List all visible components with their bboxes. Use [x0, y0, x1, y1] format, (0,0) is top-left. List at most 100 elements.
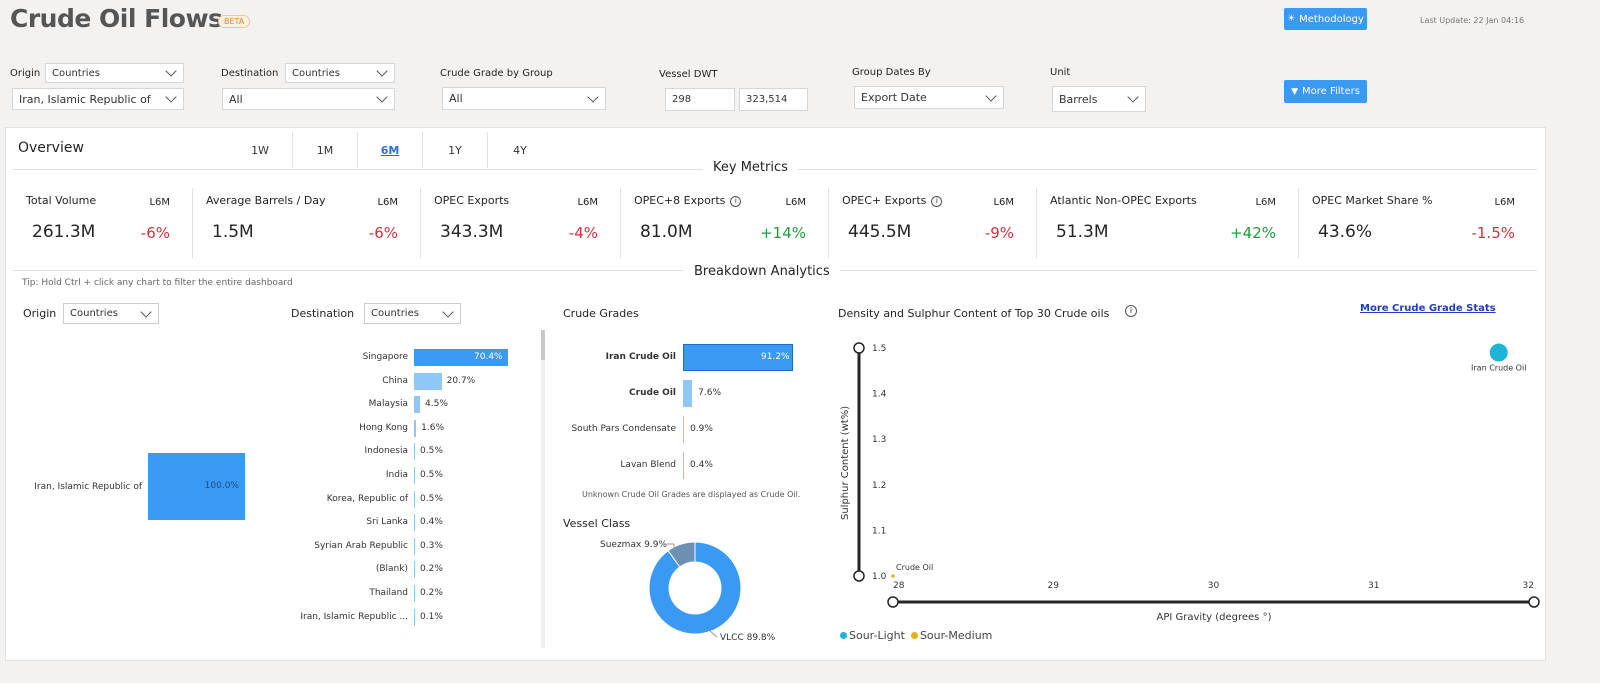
destination-bar-label: India [385, 470, 408, 480]
crude-grade-label: Lavan Blend [620, 460, 676, 470]
group-dates-dropdown[interactable]: Export Date [854, 86, 1004, 109]
donut-label-vlcc: VLCC 89.8% [720, 633, 776, 643]
scatter-point-label: Crude Oil [896, 563, 933, 572]
destination-bar-label: Malaysia [368, 399, 408, 410]
metric-change: -6% [140, 224, 170, 242]
destination-bar-value: 0.2% [420, 564, 443, 575]
more-filters-button[interactable]: ▼ More Filters [1284, 80, 1367, 103]
tab-1y[interactable]: 1Y [448, 143, 462, 157]
metric-divider [828, 188, 829, 258]
destination-bar-label: China [382, 375, 408, 386]
destination-bar[interactable] [414, 419, 417, 437]
chevron-down-icon [376, 65, 388, 77]
metric-name: Total Volume [26, 194, 97, 207]
destination-type-dropdown[interactable]: Countries [285, 63, 395, 83]
donut-slice-vlcc[interactable] [648, 541, 742, 635]
destination-bar[interactable] [414, 443, 415, 461]
scrollbar-track[interactable] [541, 330, 545, 648]
destination-bar[interactable] [414, 585, 415, 602]
destination-bar[interactable] [414, 608, 415, 626]
destination-bar[interactable] [414, 467, 415, 484]
origin-bar[interactable]: 100.0% [148, 453, 245, 520]
metric-value: 51.3M [1056, 222, 1109, 242]
crude-grade-bar[interactable] [683, 344, 793, 371]
metric-period: L6M [577, 197, 598, 208]
tab-4y[interactable]: 4Y [513, 143, 527, 157]
metric-divider [620, 188, 621, 258]
x-slider-handle-left[interactable] [887, 596, 899, 608]
metric-card: Average Barrels / Day L6M 1.5M -6% [192, 186, 420, 256]
scatter-legend: Sour-Light Sour-Medium [840, 629, 992, 642]
crude-grade-bar[interactable] [683, 452, 684, 479]
scatter-point-label: Iran Crude Oil [1471, 364, 1526, 373]
legend-item[interactable]: Sour-Medium [910, 629, 992, 642]
metric-value: 43.6% [1318, 222, 1373, 242]
tab-1m[interactable]: 1M [316, 143, 334, 157]
destination-bar[interactable] [414, 537, 415, 555]
unit-dropdown[interactable]: Barrels [1052, 86, 1146, 112]
last-update: Last Update: 22 Jan 04:16 [1420, 16, 1525, 25]
y-axis-label: Sulphur Content (wt%) [840, 406, 851, 520]
y-tick-label: 1.0 [872, 572, 887, 582]
legend-item[interactable]: Sour-Light [840, 629, 905, 642]
destination-bar-label: Korea, Republic of [326, 493, 408, 504]
more-crude-grade-stats-link[interactable]: More Crude Grade Stats [1360, 303, 1496, 314]
x-tick-label: 31 [1368, 581, 1379, 591]
destination-chart-label: Destination [291, 307, 355, 320]
metric-name: OPEC Market Share % [1312, 194, 1433, 207]
donut-slice-suezmax[interactable] [667, 541, 696, 568]
chevron-down-icon [985, 89, 997, 102]
origin-chart-label: Origin [23, 307, 57, 320]
scrollbar-thumb[interactable] [541, 330, 545, 360]
y-slider-handle-top[interactable] [853, 342, 865, 354]
metric-divider [192, 188, 193, 258]
metric-card: Total Volume L6M 261.3M -6% [12, 186, 192, 256]
destination-bar[interactable] [414, 372, 442, 390]
destination-value-dropdown[interactable]: All [222, 88, 395, 110]
destination-bar[interactable] [414, 349, 508, 366]
crude-grade-filter-label: Crude Grade by Group [440, 68, 553, 79]
destination-bar[interactable] [414, 490, 415, 508]
scatter-point[interactable] [891, 574, 895, 578]
origin-country-label: Iran, Islamic Republic of [34, 482, 142, 492]
crude-grade-bar[interactable] [683, 380, 693, 407]
scatter-title: Density and Sulphur Content of Top 30 Cr… [838, 307, 1110, 320]
group-dates-label: Group Dates By [852, 67, 931, 78]
origin-value-dropdown[interactable]: Iran, Islamic Republic of [12, 88, 184, 110]
crude-grade-bar[interactable] [683, 416, 685, 443]
origin-type-dropdown[interactable]: Countries [45, 63, 184, 83]
destination-bar-label: (Blank) [375, 564, 408, 575]
metric-period: L6M [149, 197, 170, 208]
metric-change: -6% [368, 224, 398, 242]
legend-dot [910, 632, 918, 639]
y-tick-label: 1.1 [872, 526, 886, 536]
crude-grades-title: Crude Grades [563, 307, 639, 320]
x-axis-label: API Gravity (degrees °) [1157, 612, 1272, 623]
vessel-dwt-min-input[interactable]: 298 [665, 88, 735, 111]
methodology-button[interactable]: ☀ Methodology [1284, 8, 1367, 30]
info-icon[interactable]: i [931, 195, 943, 207]
info-icon[interactable]: i [1125, 305, 1137, 317]
metric-change: -1.5% [1471, 224, 1515, 242]
destination-bar[interactable] [414, 514, 415, 532]
destination-bar-value: 0.2% [420, 588, 443, 598]
unit-label: Unit [1050, 67, 1071, 78]
crude-grade-dropdown[interactable]: All [442, 87, 606, 110]
destination-bar-label: Syrian Arab Republic [314, 540, 408, 551]
metric-name: OPEC+ Exports i [842, 194, 943, 207]
tab-1w[interactable]: 1W [251, 143, 269, 157]
y-tick-label: 1.3 [872, 435, 886, 445]
vessel-dwt-max-input[interactable]: 323,514 [739, 88, 808, 111]
x-slider-handle-right[interactable] [1528, 596, 1540, 608]
tip-text: Tip: Hold Ctrl + click any chart to filt… [22, 278, 293, 288]
tab-6m[interactable]: 6M [380, 143, 400, 157]
y-slider-handle-bottom[interactable] [853, 570, 865, 582]
info-icon[interactable]: i [730, 195, 742, 207]
destination-chart-dropdown[interactable]: Countries [364, 303, 461, 324]
scatter-point[interactable] [1489, 343, 1508, 362]
origin-chart-dropdown[interactable]: Countries [63, 303, 159, 324]
x-tick-label: 32 [1523, 581, 1534, 591]
chevron-down-icon [442, 305, 454, 318]
destination-bar[interactable] [414, 561, 415, 579]
destination-bar[interactable] [414, 396, 420, 414]
